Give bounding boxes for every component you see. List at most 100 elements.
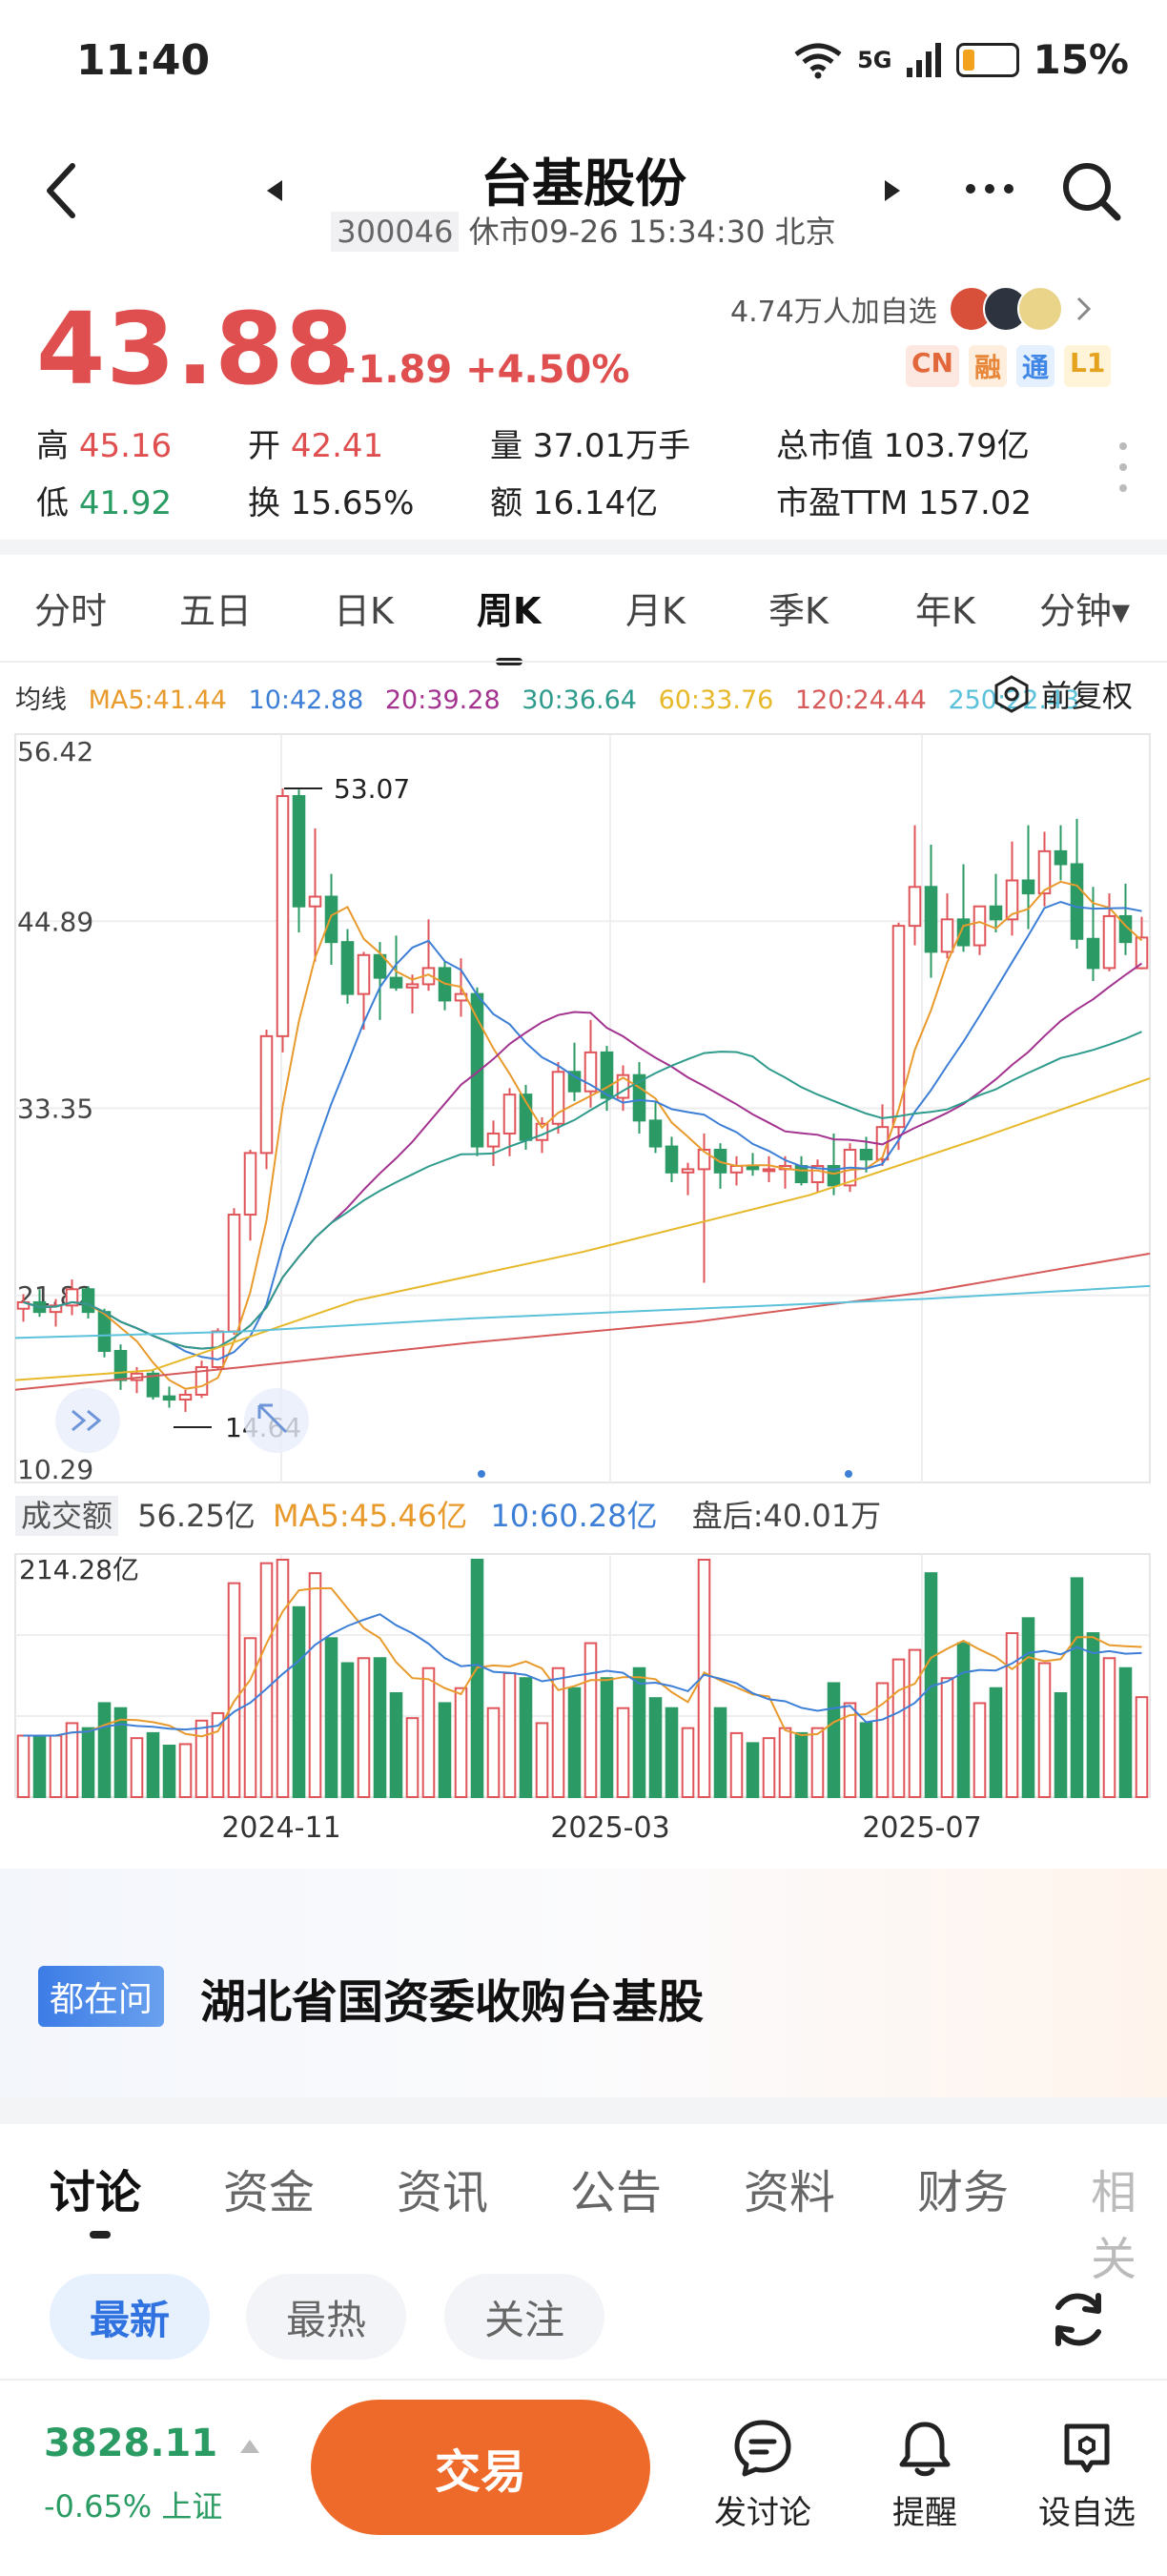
after-hours: 盘后:40.01万 xyxy=(691,1498,882,1534)
tab-daily-k[interactable]: 日K xyxy=(334,590,394,632)
remind-button[interactable]: 提醒 xyxy=(868,2410,982,2533)
tab-yearly-k[interactable]: 年K xyxy=(915,590,975,632)
y-tick-label: 33.35 xyxy=(17,1094,93,1125)
watchlist-icon xyxy=(1064,2423,1110,2473)
candle-body xyxy=(65,1288,79,1307)
stat-low: 低 41.92 xyxy=(36,484,173,522)
volume-bar xyxy=(697,1559,711,1798)
candle-body xyxy=(746,1164,760,1171)
candle-body xyxy=(81,1288,95,1314)
next-stock-icon[interactable] xyxy=(881,176,904,205)
post-label: 发讨论 xyxy=(714,2494,811,2532)
candle-body xyxy=(956,918,971,947)
prev-stock-icon[interactable] xyxy=(263,176,286,205)
tab-announcements[interactable]: 公告 xyxy=(570,2166,663,2219)
tab-minute[interactable]: 分钟▾ xyxy=(1039,590,1131,632)
high-annotation: 53.07 xyxy=(334,773,410,805)
candle-body xyxy=(567,1071,582,1093)
candle-body xyxy=(259,1034,274,1155)
volume-bar xyxy=(502,1671,517,1798)
market-status: 休市09-26 15:34:30 北京 xyxy=(468,214,836,250)
back-icon[interactable] xyxy=(34,153,92,229)
trade-button[interactable]: 交易 xyxy=(311,2400,650,2535)
candle-body xyxy=(243,1152,257,1216)
network-label: 5G xyxy=(857,46,892,73)
tab-monthly-k[interactable]: 月K xyxy=(625,590,686,632)
filter-latest[interactable]: 最新 xyxy=(50,2274,210,2360)
candle-body xyxy=(940,918,954,953)
ma-20: 20:39.28 xyxy=(384,685,501,715)
y-tick-label: 44.89 xyxy=(17,906,93,937)
candle-body xyxy=(162,1395,176,1401)
search-icon[interactable] xyxy=(1058,158,1125,225)
volume-bar xyxy=(891,1658,906,1798)
volume-bar xyxy=(616,1707,630,1798)
volume-bar xyxy=(81,1727,95,1798)
ask-question[interactable]: 湖北省国资委收购台基股 xyxy=(200,1975,705,2029)
bell-icon xyxy=(899,2422,951,2477)
tab-financials[interactable]: 财务 xyxy=(917,2166,1010,2219)
battery-percent: 15% xyxy=(1033,36,1129,83)
volume-bar xyxy=(227,1582,241,1798)
hexagon-icon xyxy=(994,675,1029,713)
adjust-toggle[interactable]: 前复权 xyxy=(992,672,1133,716)
volume-bar xyxy=(632,1666,646,1798)
filter-following[interactable]: 关注 xyxy=(444,2274,604,2360)
index-value[interactable]: 3828.11 xyxy=(44,2422,261,2465)
tab-weekly-k[interactable]: 周K xyxy=(477,590,542,632)
candle-body xyxy=(908,886,922,928)
stock-name: 台基股份 xyxy=(481,153,686,214)
volume-bar xyxy=(146,1731,160,1798)
ask-banner[interactable] xyxy=(0,1869,1167,2097)
refresh-icon[interactable] xyxy=(1045,2286,1112,2353)
candle-body xyxy=(1086,937,1100,970)
volume-chart[interactable]: 214.28亿 2024-11 2025-03 2025-07 xyxy=(0,1535,1167,1850)
tab-five-day[interactable]: 五日 xyxy=(179,590,253,632)
volume-max-label: 214.28亿 xyxy=(19,1554,139,1585)
post-discussion-button[interactable]: 发讨论 xyxy=(706,2410,820,2533)
stat-turnover: 换 15.65% xyxy=(248,484,415,522)
tab-funds[interactable]: 资金 xyxy=(223,2166,316,2219)
status-time: 11:40 xyxy=(76,36,211,85)
status-bar: 11:40 5G 15% xyxy=(0,0,1167,133)
candle-body xyxy=(178,1393,193,1401)
volume-bar xyxy=(713,1707,727,1798)
volume-ma10-line xyxy=(23,1613,1142,1737)
stats-more-icon[interactable] xyxy=(1116,439,1131,496)
volume-bar xyxy=(908,1648,922,1799)
more-icon[interactable] xyxy=(963,181,1016,196)
adjust-label: 前复权 xyxy=(1040,678,1133,714)
candle-body xyxy=(227,1214,241,1333)
tab-news[interactable]: 资讯 xyxy=(397,2166,489,2219)
section-divider xyxy=(0,540,1167,555)
tab-quarterly-k[interactable]: 季K xyxy=(768,590,829,632)
volume-bar xyxy=(1102,1657,1116,1798)
tab-discussion[interactable]: 讨论 xyxy=(50,2166,142,2219)
tab-intraday[interactable]: 分时 xyxy=(34,590,108,632)
ask-tag: 都在问 xyxy=(38,1966,165,2027)
volume-bar xyxy=(438,1702,452,1799)
add-watchlist-button[interactable]: 设自选 xyxy=(1030,2410,1144,2533)
tab-related[interactable]: 相关 xyxy=(1091,2166,1137,2286)
chevrons-icon xyxy=(72,1409,102,1432)
volume-bar xyxy=(746,1742,760,1799)
volume-bar xyxy=(1021,1617,1035,1799)
volume-bar xyxy=(989,1687,1003,1798)
ma30-line xyxy=(23,1031,1142,1350)
stat-market-cap: 总市值 103.79亿 xyxy=(776,427,1030,465)
followers-count[interactable]: 4.74万人加自选 xyxy=(730,286,1094,332)
candle-body xyxy=(373,953,387,979)
tag-connect: 通 xyxy=(1016,345,1055,387)
candle-body xyxy=(697,1148,711,1171)
volume-bar xyxy=(211,1711,225,1798)
tabs-divider xyxy=(0,661,1167,663)
volume-bar xyxy=(16,1734,31,1799)
volume-bar xyxy=(1054,1691,1068,1798)
filter-hot[interactable]: 最热 xyxy=(246,2274,406,2360)
tab-profile[interactable]: 资料 xyxy=(744,2166,836,2219)
volume-bar xyxy=(1070,1577,1084,1799)
candle-body xyxy=(113,1349,128,1381)
ma-30: 30:36.64 xyxy=(522,685,637,715)
volume-bar xyxy=(454,1687,468,1798)
